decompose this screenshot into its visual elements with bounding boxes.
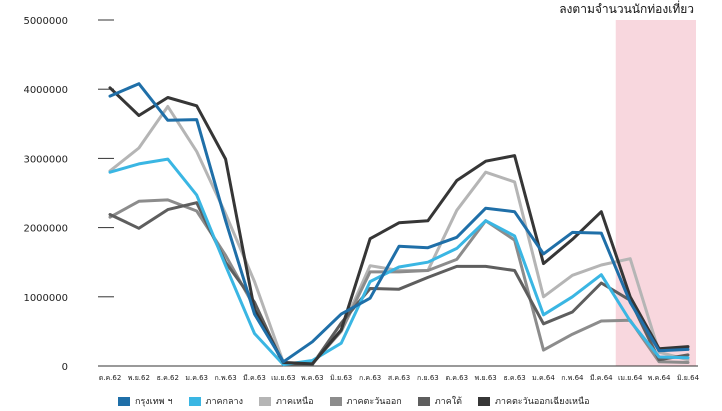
x-tick-label: ต.ค.62	[99, 374, 122, 382]
y-tick-label: 5000000	[23, 16, 68, 27]
legend-swatch	[329, 396, 342, 406]
legend-item: ภาคตะวันออกเฉียงเหนือ	[477, 394, 590, 408]
legend-item: ภาคกลาง	[188, 394, 243, 408]
x-tick-label: เม.ย.64	[618, 374, 643, 382]
x-tick-label: พ.ย.63	[475, 374, 497, 382]
highlight-band	[615, 20, 696, 366]
legend-label: ภาคตะวันออก	[346, 397, 402, 407]
chart-legend: กรุงเทพ ฯ ภาคกลาง ภาคเหนือ ภาคตะวันออก ภ…	[118, 394, 590, 408]
x-tick-label: ก.พ.64	[561, 374, 584, 382]
legend-label: ภาคเหนือ	[275, 397, 314, 407]
y-tick-label: 0	[62, 362, 68, 373]
line-chart: 0 1000000 2000000 3000000 4000000 5000000 ต.ค.…	[23, 16, 700, 382]
y-tick-label: 4000000	[23, 85, 68, 96]
x-tick-label: ก.ย.63	[417, 374, 439, 382]
chart-subtitle: ลงตามจำนวนนักท่องเที่ยว	[559, 2, 694, 16]
x-tick-label: ก.พ.63	[214, 374, 236, 382]
legend-item: กรุงเทพ ฯ	[118, 394, 173, 408]
series-line	[108, 157, 690, 367]
legend-swatch	[258, 396, 271, 406]
series-line	[108, 201, 690, 367]
legend-swatch	[118, 396, 130, 406]
x-tick-label: พ.ค.63	[301, 374, 324, 382]
legend-label: ภาคตะวันออกเฉียงเหนือ	[494, 397, 590, 407]
legend-label: กรุงเทพ ฯ	[135, 397, 173, 407]
x-tick-label: ม.ค.64	[532, 374, 555, 382]
x-tick-label: มี.ค.64	[590, 374, 613, 382]
legend-item: ภาคใต้	[417, 394, 462, 408]
y-tick-label: 2000000	[23, 224, 68, 235]
x-tick-label: มี.ค.63	[243, 374, 266, 382]
legend-swatch	[188, 396, 201, 406]
x-tick-label: ก.ค.63	[359, 374, 381, 382]
y-tick-label: 3000000	[23, 154, 68, 165]
legend-swatch	[477, 396, 490, 406]
x-tick-label: พ.ค.64	[648, 374, 671, 382]
legend-item: ภาคตะวันออก	[329, 394, 402, 408]
x-tick-label: มิ.ย.64	[677, 374, 700, 382]
y-tick-label: 1000000	[23, 293, 68, 304]
x-tick-label: ธ.ค.63	[503, 374, 525, 382]
legend-label: ภาคใต้	[434, 397, 462, 407]
x-tick-label: ธ.ค.62	[157, 374, 179, 382]
legend-swatch	[417, 396, 430, 406]
series-line	[108, 86, 690, 366]
legend-label: ภาคกลาง	[205, 397, 243, 407]
legend-item: ภาคเหนือ	[258, 394, 314, 408]
x-tick-label: ส.ค.63	[388, 374, 410, 382]
x-tick-label: พ.ย.62	[128, 374, 150, 382]
series-line	[108, 82, 690, 364]
x-tick-label: ต.ค.63	[446, 374, 469, 382]
x-tick-label: เม.ย.63	[271, 374, 295, 382]
x-tick-label: มิ.ย.63	[330, 374, 352, 382]
x-tick-label: ม.ค.63	[185, 374, 208, 382]
